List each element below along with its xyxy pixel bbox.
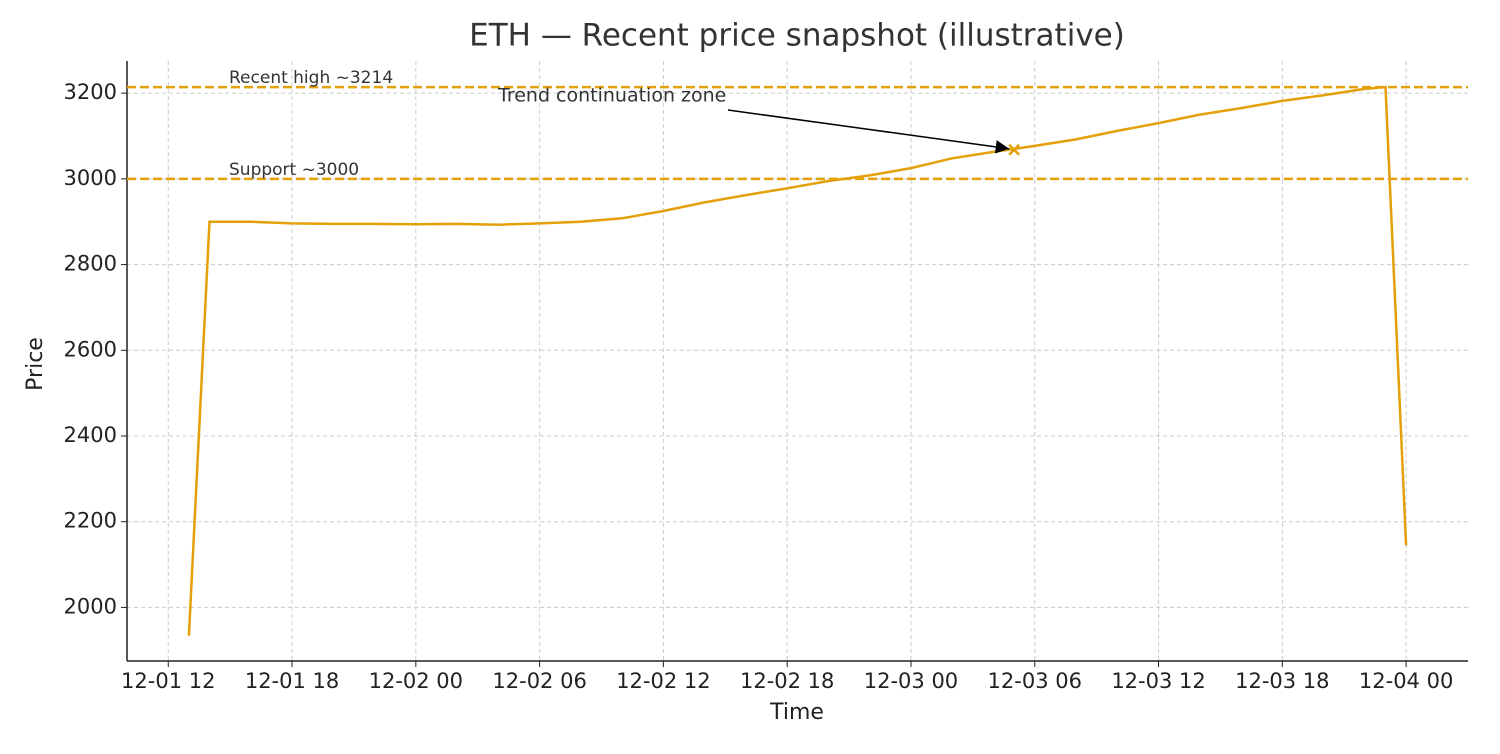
x-tick-label: 12-02 12 <box>616 669 710 693</box>
y-tick-label: 3000 <box>64 166 117 190</box>
x-tick-label: 12-03 00 <box>864 669 958 693</box>
annotation-arrow <box>727 109 1010 154</box>
x-tick-label: 12-03 06 <box>988 669 1082 693</box>
x-tick-label: 12-01 12 <box>121 669 215 693</box>
reference-label: Recent high ~3214 <box>229 68 393 88</box>
y-tick-label: 2600 <box>64 337 117 361</box>
x-tick-label: 12-02 06 <box>492 669 586 693</box>
price-line <box>187 85 1408 636</box>
reference-label: Support ~3000 <box>229 160 359 180</box>
chart-title: ETH — Recent price snapshot (illustrativ… <box>469 18 1125 54</box>
x-tick-label: 12-04 00 <box>1359 669 1453 693</box>
x-tick-label: 12-02 00 <box>369 669 463 693</box>
x-tick-label: 12-02 18 <box>740 669 834 693</box>
y-tick-label: 2000 <box>64 594 117 618</box>
x-tick-label: 12-01 18 <box>245 669 339 693</box>
x-axis-label: Time <box>769 700 824 725</box>
y-tick-label: 2200 <box>64 509 117 533</box>
y-tick-label: 2400 <box>64 423 117 447</box>
y-axis-label: Price <box>23 337 48 391</box>
annotation-marker <box>1008 143 1021 156</box>
x-tick-label: 12-03 12 <box>1111 669 1205 693</box>
annotation-text: Trend continuation zone <box>497 85 726 107</box>
y-tick-label: 2800 <box>64 252 117 276</box>
x-tick-label: 12-03 18 <box>1235 669 1329 693</box>
y-tick-label: 3200 <box>64 80 117 104</box>
